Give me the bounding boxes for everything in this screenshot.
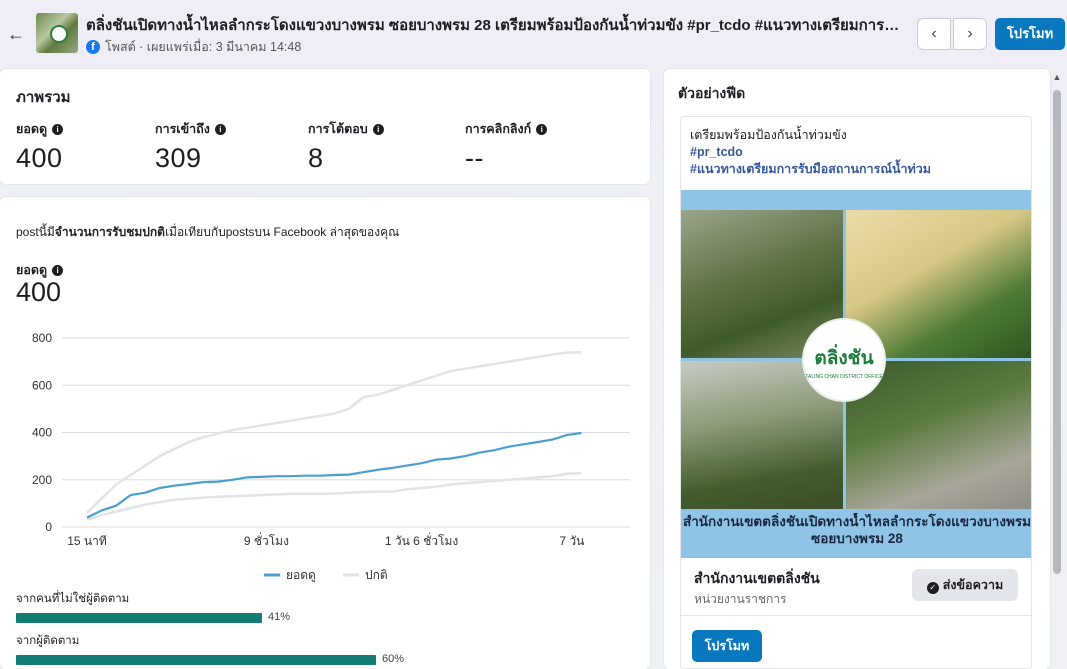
typical-upper-line — [86, 350, 582, 514]
info-icon[interactable]: i — [372, 123, 384, 135]
y-tick-label: 400 — [32, 426, 52, 440]
page-name[interactable]: สำนักงานเขตตลิ่งชัน — [694, 570, 820, 586]
bar-track: 41% — [16, 611, 616, 623]
desc-highlight: จำนวนการรับชมปกติ — [54, 225, 165, 239]
metric-label: การเข้าถึง — [155, 122, 210, 136]
page-category: หน่วยงานราชการ — [694, 592, 787, 606]
desc-text: เมื่อเทียบกับpostsบน Facebook ล่าสุดของค… — [164, 225, 400, 239]
views-label-text: ยอดดู — [16, 263, 48, 277]
send-message-button[interactable]: ✓ ส่งข้อความ — [912, 569, 1018, 601]
bar-percent: 60% — [382, 653, 405, 665]
views-label: ยอดดู i — [16, 260, 64, 280]
metric-value: -- — [465, 143, 484, 173]
feed-preview-panel: ตัวอย่างฟีด เตรียมพร้อมป้องกันน้ำท่วมขัง… — [664, 69, 1050, 669]
post-meta: f โพสต์ · เผยแพร่เมื่อ: 3 มีนาคม 14:48 — [86, 37, 301, 57]
metric-views: ยอดดู i 400 — [16, 119, 64, 174]
hashtag-link[interactable]: #แนวทางเตรียมการรับมือสถานการณ์น้ำท่วม — [690, 162, 932, 176]
bar-percent: 41% — [268, 611, 291, 623]
caption-line: สำนักงานเขตตลิ่งชันเปิดทางน้ำไหลลำกระโดง… — [682, 514, 1032, 529]
info-icon[interactable]: i — [214, 123, 226, 135]
y-tick-label: 200 — [32, 473, 52, 487]
send-message-label: ส่งข้อความ — [942, 578, 1004, 592]
metric-label: การโต้ตอบ — [308, 122, 368, 136]
performance-card: postนี้มีจำนวนการรับชมปกติเมื่อเทียบกับp… — [0, 197, 650, 669]
x-tick-label: 15 นาที — [67, 534, 107, 548]
info-icon[interactable]: i — [536, 123, 548, 135]
bar-label: จากผู้ติดตาม — [16, 635, 80, 647]
post-thumbnail — [36, 13, 78, 53]
y-tick-label: 600 — [32, 378, 52, 392]
scrollbar[interactable]: ▲ — [1052, 72, 1062, 669]
messenger-icon: ✓ — [926, 582, 939, 594]
post-image[interactable]: ตลิ่งชัน TALING CHAN DISTRICT OFFICE สำน… — [681, 190, 1032, 558]
metric-reach: การเข้าถึง i 309 — [155, 119, 226, 174]
desc-text: postนี้มี — [16, 225, 55, 239]
metric-value: 309 — [155, 143, 202, 173]
typical-lower-line — [86, 471, 582, 522]
legend-label-typical: ปกติ — [365, 568, 388, 582]
x-tick-label: 7 วัน — [559, 534, 584, 548]
views-value: 400 — [16, 277, 62, 307]
metric-label: ยอดดู — [16, 122, 48, 136]
overview-card: ภาพรวม ยอดดู i 400 การเข้าถึง i 309 การโต้… — [0, 69, 650, 184]
preview-title: ตัวอย่างฟีด — [678, 85, 746, 101]
metric-value: 8 — [308, 143, 324, 173]
post-title: ตลิ่งชันเปิดทางน้ำไหลลำกระโดงแขวงบางพรม … — [86, 17, 906, 34]
bar-label: จากคนที่ไม่ใช่ผู้ติดตาม — [16, 593, 130, 605]
logo-text: ตลิ่งชัน — [814, 348, 874, 369]
follower-bar: จากผู้ติดตาม 60% — [16, 632, 616, 665]
previous-post-button[interactable]: ‹ — [917, 18, 951, 50]
y-tick-label: 0 — [45, 520, 52, 534]
caption-line: ซอยบางพรม 28 — [811, 531, 903, 546]
post-meta-text: โพสต์ · เผยแพร่เมื่อ: 3 มีนาคม 14:48 — [105, 40, 302, 54]
views-line-chart: 0 200 400 600 800 15 นาที 9 ชั่วโมง 1 วัน 6 ชั่… — [32, 331, 630, 583]
info-icon[interactable]: i — [52, 123, 64, 135]
promote-button[interactable]: โปรโมท — [995, 18, 1065, 50]
bar-fill — [16, 613, 262, 623]
next-post-button[interactable]: › — [953, 18, 987, 50]
taling-chan-logo: ตลิ่งชัน TALING CHAN DISTRICT OFFICE — [802, 318, 886, 402]
x-tick-label: 9 ชั่วโมง — [244, 532, 289, 548]
chevron-right-icon: › — [967, 25, 973, 42]
metric-value: 400 — [16, 143, 63, 173]
metric-label: การคลิกลิงก์ — [465, 122, 532, 136]
scrollbar-thumb[interactable] — [1053, 90, 1061, 574]
back-arrow-icon[interactable]: ← — [7, 24, 25, 44]
facebook-icon: f — [86, 40, 100, 54]
legend-label-views: ยอดดู — [286, 568, 316, 583]
hashtag-link[interactable]: #pr_tcdo — [690, 145, 743, 159]
post-text-line: เตรียมพร้อมป้องกันน้ำท่วมขัง — [690, 128, 847, 142]
post-header: ← ตลิ่งชันเปิดทางน้ำไหลลำกระโดงแขวงบางพร… — [0, 0, 1067, 66]
logo-subtext: TALING CHAN DISTRICT OFFICE — [805, 374, 883, 380]
y-tick-label: 800 — [32, 331, 52, 345]
performance-description: postนี้มีจำนวนการรับชมปกติเมื่อเทียบกับp… — [16, 223, 399, 242]
views-series-line — [86, 431, 582, 519]
overview-title: ภาพรวม — [16, 89, 71, 106]
metric-link-clicks: การคลิกลิงก์ i -- — [465, 119, 548, 174]
metric-engagement: การโต้ตอบ i 8 — [308, 119, 384, 174]
divider — [681, 615, 1031, 616]
image-caption: สำนักงานเขตตลิ่งชันเปิดทางน้ำไหลลำกระโดง… — [681, 513, 1032, 547]
preview-post: เตรียมพร้อมป้องกันน้ำท่วมขัง #pr_tcdo #แ… — [680, 116, 1032, 669]
scroll-up-arrow-icon[interactable]: ▲ — [1052, 72, 1062, 82]
chevron-left-icon: ‹ — [931, 25, 937, 42]
non-follower-bar: จากคนที่ไม่ใช่ผู้ติดตาม 41% — [16, 590, 616, 623]
preview-post-text: เตรียมพร้อมป้องกันน้ำท่วมขัง #pr_tcdo #แ… — [690, 127, 931, 178]
x-tick-label: 1 วัน 6 ชั่วโมง — [385, 532, 458, 548]
preview-promote-button[interactable]: โปรโมท — [692, 630, 762, 662]
bar-track: 60% — [16, 653, 616, 665]
info-icon[interactable]: i — [52, 264, 64, 276]
bar-fill — [16, 655, 376, 665]
